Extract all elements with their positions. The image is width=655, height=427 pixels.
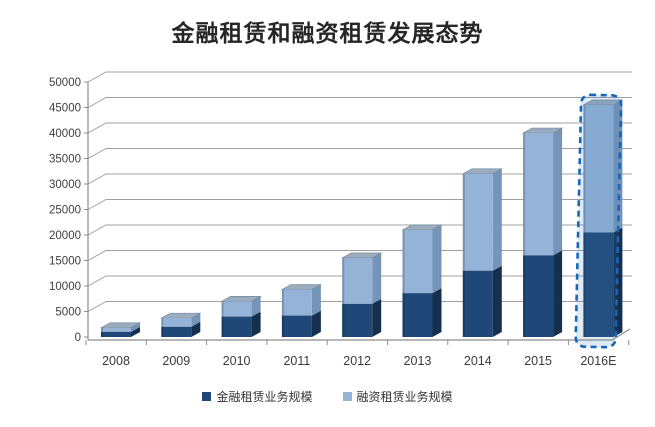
x-axis-label-2014: 2014 bbox=[464, 354, 492, 368]
bar-2015 bbox=[521, 127, 564, 337]
bar-2013 bbox=[401, 224, 443, 337]
floor-edge bbox=[88, 328, 631, 341]
legend-swatch-financial-leasing bbox=[202, 392, 212, 401]
gridline-15000 bbox=[87, 250, 632, 261]
y-axis-label-0: 0 bbox=[75, 332, 81, 344]
y-axis-label-45000: 45000 bbox=[49, 103, 81, 115]
gridline-50000 bbox=[87, 71, 632, 83]
x-axis-label-2016E: 2016E bbox=[580, 354, 616, 368]
y-axis-label-25000: 25000 bbox=[49, 205, 81, 217]
legend-label-finance-leasing: 融资租赁业务规模 bbox=[356, 390, 453, 404]
gridline-30000 bbox=[87, 173, 632, 185]
x-axis-label-2013: 2013 bbox=[404, 354, 432, 368]
gridline-25000 bbox=[87, 199, 632, 210]
gridline-10000 bbox=[87, 275, 632, 287]
y-axis-label-5000: 5000 bbox=[55, 307, 81, 319]
legend-label-financial-leasing: 金融租赁业务规模 bbox=[216, 390, 313, 404]
y-axis-label-50000: 50000 bbox=[49, 77, 81, 89]
chart-title: 金融租赁和融资租赁发展态势 bbox=[171, 20, 484, 46]
x-axis-label-2008: 2008 bbox=[102, 354, 130, 368]
y-axis-label-15000: 15000 bbox=[49, 256, 81, 268]
y-axis-label-10000: 10000 bbox=[49, 281, 81, 293]
x-axis-label-2011: 2011 bbox=[283, 354, 310, 368]
legend-item-financial-leasing: 金融租赁业务规模 bbox=[202, 388, 313, 405]
y-axis-label-35000: 35000 bbox=[49, 154, 81, 166]
gridline-45000 bbox=[87, 97, 632, 108]
gridline-20000 bbox=[87, 224, 632, 236]
bar-2008 bbox=[99, 322, 142, 337]
chart-legend: 金融租赁业务规模 融资租赁业务规模 bbox=[0, 388, 655, 405]
y-axis-label-30000: 30000 bbox=[49, 179, 81, 191]
forecast-outline-2016E bbox=[574, 93, 623, 349]
gridline-5000 bbox=[87, 301, 632, 312]
legend-item-finance-leasing: 融资租赁业务规模 bbox=[342, 388, 453, 405]
gridline-40000 bbox=[87, 122, 632, 134]
y-axis-label-20000: 20000 bbox=[49, 230, 81, 242]
x-axis-label-2010: 2010 bbox=[223, 354, 251, 368]
y-axis-label-40000: 40000 bbox=[49, 128, 81, 140]
x-axis-label-2009: 2009 bbox=[162, 354, 190, 368]
legend-swatch-finance-leasing bbox=[342, 392, 352, 401]
bar-2012 bbox=[341, 252, 383, 337]
bar-2014 bbox=[461, 168, 503, 337]
x-axis-label-2015: 2015 bbox=[524, 354, 552, 368]
gridline-35000 bbox=[87, 148, 632, 159]
bar-2010 bbox=[220, 295, 262, 337]
x-axis-label-2012: 2012 bbox=[343, 354, 371, 368]
bar-2011 bbox=[280, 284, 323, 337]
bar-2009 bbox=[160, 312, 202, 337]
